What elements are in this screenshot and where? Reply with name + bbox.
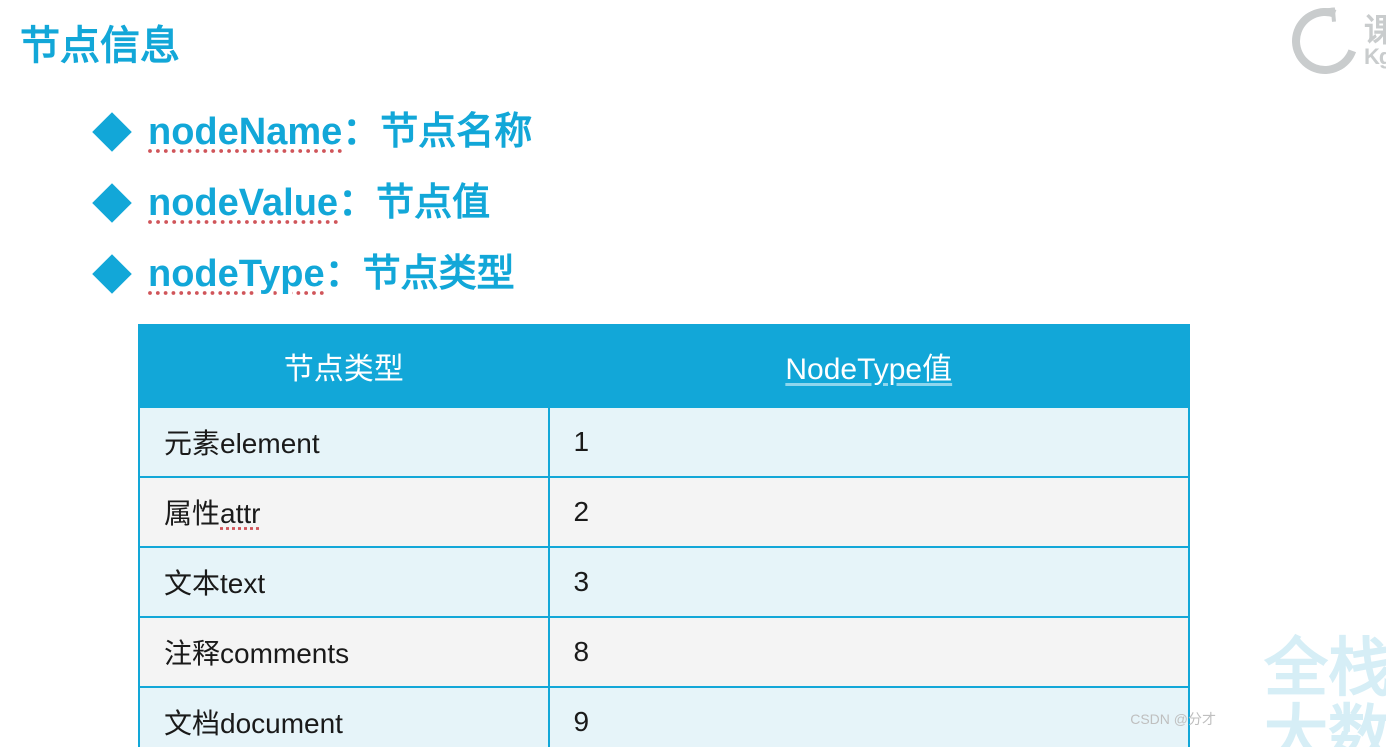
table-cell: 3 xyxy=(549,547,1190,617)
bullet-colon: ： xyxy=(338,182,376,224)
table-header-text: NodeType值 xyxy=(785,353,952,386)
nodetype-table-wrap: 节点类型 NodeType值 元素element 1 属性attr 2 文本te… xyxy=(138,324,1190,747)
table-header-col-1: NodeType值 xyxy=(549,325,1190,407)
diamond-icon xyxy=(92,183,132,223)
table-header-col-0: 节点类型 xyxy=(139,325,549,407)
table-row: 属性attr 2 xyxy=(139,477,1189,547)
cell-prefix: 属性 xyxy=(164,498,220,529)
bullet-colon: ： xyxy=(325,253,363,295)
table-cell: 注释comments xyxy=(139,617,549,687)
table-cell: 文档document xyxy=(139,687,549,747)
bullet-desc: 节点值 xyxy=(376,182,490,224)
brand-logo-cn: 课 xyxy=(1364,14,1386,46)
diamond-icon xyxy=(92,113,132,153)
bullet-item: nodeValue：节点值 xyxy=(98,173,1366,234)
bullet-term: nodeType xyxy=(148,253,325,295)
table-row: 注释comments 8 xyxy=(139,617,1189,687)
table-cell: 9 xyxy=(549,687,1190,747)
brand-logo-text: 课 Kg xyxy=(1364,14,1386,68)
table-cell: 属性attr xyxy=(139,477,549,547)
slide-title: 节点信息 xyxy=(20,22,1366,70)
bullet-item: nodeType：节点类型 xyxy=(98,244,1366,305)
table-cell: 2 xyxy=(549,477,1190,547)
bullet-term: nodeValue xyxy=(148,182,338,224)
brand-logo-icon xyxy=(1281,0,1369,85)
diamond-icon xyxy=(92,254,132,294)
nodetype-table: 节点类型 NodeType值 元素element 1 属性attr 2 文本te… xyxy=(138,324,1190,747)
table-row: 文本text 3 xyxy=(139,547,1189,617)
bullet-colon: ： xyxy=(342,111,380,153)
cell-attr-underlined: attr xyxy=(220,498,260,529)
footer-credit: CSDN @分才 xyxy=(1130,709,1216,729)
table-cell: 8 xyxy=(549,617,1190,687)
brand-logo: 课 Kg xyxy=(1292,8,1386,74)
bullet-desc: 节点类型 xyxy=(363,253,515,295)
bullet-text: nodeName：节点名称 xyxy=(148,102,532,163)
table-row: 元素element 1 xyxy=(139,407,1189,477)
bullet-text: nodeValue：节点值 xyxy=(148,173,490,234)
table-cell: 元素element xyxy=(139,407,549,477)
bullet-item: nodeName：节点名称 xyxy=(98,102,1366,163)
bullet-desc: 节点名称 xyxy=(380,111,532,153)
bullet-term: nodeName xyxy=(148,111,342,153)
table-row: 文档document 9 xyxy=(139,687,1189,747)
table-cell: 文本text xyxy=(139,547,549,617)
brand-logo-en: Kg xyxy=(1364,46,1386,68)
table-header-row: 节点类型 NodeType值 xyxy=(139,325,1189,407)
bullet-text: nodeType：节点类型 xyxy=(148,244,515,305)
table-cell: 1 xyxy=(549,407,1190,477)
bullet-list: nodeName：节点名称 nodeValue：节点值 nodeType：节点类… xyxy=(98,102,1366,304)
